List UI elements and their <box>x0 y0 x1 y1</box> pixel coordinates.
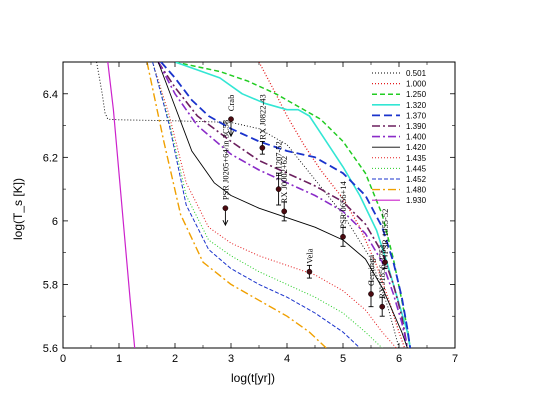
observation-label: PSR 1055-52 <box>380 209 390 255</box>
x-tick-label: 4 <box>284 353 290 365</box>
observation-label: RX J0002+62 <box>279 156 289 204</box>
series-line-1.452 <box>152 62 361 348</box>
legend-label: 1.000 <box>406 80 427 89</box>
legend-label: 1.320 <box>406 101 427 110</box>
y-tick-label: 5.8 <box>43 279 58 291</box>
observation-point <box>382 259 388 266</box>
legend-label: 0.501 <box>406 69 427 78</box>
x-tick-label: 7 <box>452 353 458 365</box>
series-line-1.420 <box>157 62 408 348</box>
upper-limit-arrow <box>222 219 229 227</box>
observation-point <box>228 116 234 123</box>
observation-label: Vela <box>304 248 314 263</box>
observation-point <box>222 205 229 212</box>
x-tick-label: 5 <box>340 353 346 365</box>
observation-label: PSR 0656+14 <box>338 180 348 228</box>
y-tick-label: 6.2 <box>43 152 58 164</box>
series-line-1.370 <box>160 62 412 348</box>
legend-label: 1.390 <box>406 122 427 131</box>
observation-point <box>281 208 288 215</box>
series-line-0.501 <box>96 62 400 348</box>
observation-label: 1E 1207-52 <box>274 141 284 181</box>
observation-point <box>368 291 374 297</box>
y-tick-label: 6 <box>52 216 58 228</box>
x-tick-label: 6 <box>396 353 402 365</box>
legend-label: 1.445 <box>406 164 427 173</box>
observation-point <box>340 233 346 240</box>
series-line-1.400 <box>157 62 409 348</box>
series-line-1.390 <box>157 62 409 348</box>
x-tick-label: 1 <box>116 353 122 365</box>
observation-point <box>259 144 266 151</box>
legend-label: 1.435 <box>406 154 427 163</box>
observation-label: Geminga <box>366 255 376 286</box>
y-tick-label: 5.6 <box>43 343 58 355</box>
legend-label: 1.370 <box>406 111 427 120</box>
x-axis-title: log(t[yr]) <box>231 371 275 385</box>
y-axis-title: log(T_s [K]) <box>11 178 25 240</box>
observation-point <box>275 186 282 192</box>
x-tick-label: 3 <box>228 353 234 365</box>
observation-label: Crab <box>226 95 236 112</box>
observation-label: PSR J0205+64/in 3C58 <box>220 120 230 200</box>
observation-point <box>379 303 386 310</box>
upper-limit-arrow <box>228 130 234 138</box>
legend-label: 1.480 <box>406 186 427 195</box>
observation-label: RX J1856-3754 <box>377 244 387 299</box>
x-tick-label: 2 <box>172 353 178 365</box>
observation-label: RX J0822-43 <box>257 94 267 140</box>
y-tick-label: 6.4 <box>43 89 58 101</box>
legend-label: 1.400 <box>406 133 427 142</box>
legend-label: 1.930 <box>406 196 427 205</box>
legend-label: 1.250 <box>406 90 427 99</box>
x-tick-label: 0 <box>60 353 66 365</box>
legend-label: 1.420 <box>406 143 427 152</box>
legend-label: 1.452 <box>406 175 427 184</box>
series-line-1.480 <box>146 62 327 348</box>
series-line-1.930 <box>107 62 136 348</box>
observation-point <box>306 268 313 275</box>
